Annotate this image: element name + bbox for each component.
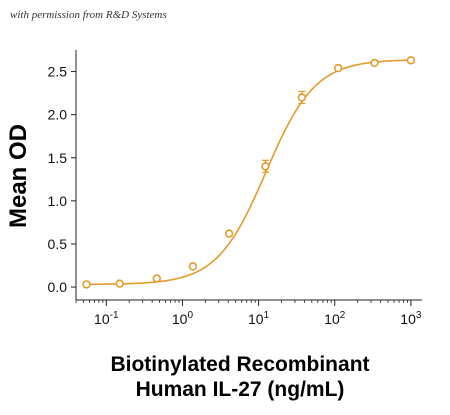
- x-tick-label: 100: [172, 310, 194, 327]
- data-point: [261, 162, 270, 171]
- data-point: [82, 280, 91, 289]
- y-tick-label: 1.5: [48, 150, 68, 166]
- x-tick-label: 103: [400, 310, 422, 327]
- y-tick-label: 1.0: [48, 193, 68, 209]
- data-point: [297, 93, 307, 102]
- fit-curve-layer: [84, 59, 412, 286]
- x-axis-label-line2: Human IL-27 (ng/mL): [136, 378, 345, 401]
- x-tick-label: 102: [324, 310, 346, 327]
- data-point: [224, 229, 234, 238]
- axes: 0.0 0.5 1.0 1.5 2.0 2.5 10-1 100 101 102 103: [48, 50, 422, 327]
- y-tick-label: 2.0: [48, 107, 68, 123]
- x-tick-label: 101: [248, 310, 270, 327]
- data-point: [370, 58, 379, 68]
- y-tick-label: 2.5: [48, 64, 68, 80]
- y-tick-label: 0.0: [48, 279, 68, 295]
- credit-text: with permission from R&D Systems: [10, 9, 167, 21]
- x-tick-label: 10-1: [94, 310, 119, 327]
- data-point: [406, 56, 416, 65]
- data-point: [115, 279, 124, 288]
- data-points-layer: [82, 56, 416, 289]
- data-point: [188, 262, 198, 271]
- data-point: [333, 63, 343, 73]
- x-axis-label-line1: Biotinylated Recombinant: [110, 353, 369, 376]
- y-axis-label: Mean OD: [5, 124, 32, 228]
- fit-curve: [84, 59, 412, 286]
- y-tick-label: 0.5: [48, 236, 68, 252]
- data-point: [152, 274, 161, 283]
